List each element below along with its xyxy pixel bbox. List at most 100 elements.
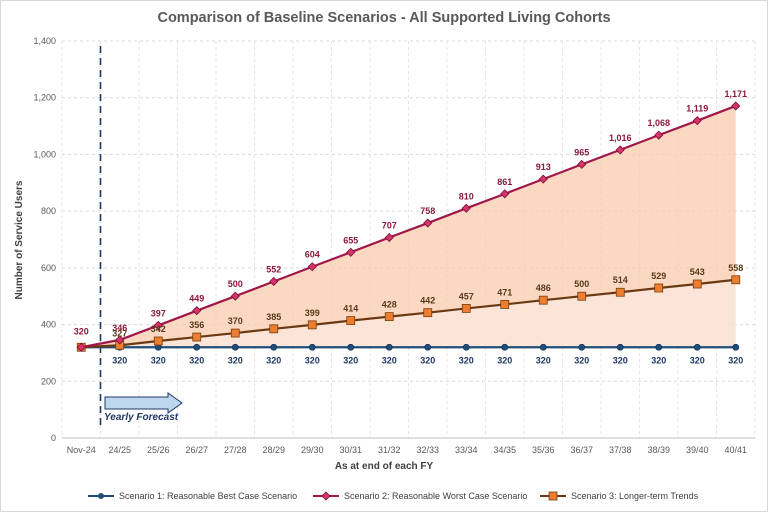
scenario-3-point bbox=[192, 332, 202, 342]
scenario-1-point bbox=[616, 343, 624, 351]
scenario-2-label: 1,016 bbox=[609, 133, 632, 143]
x-tick-label: 26/27 bbox=[185, 445, 208, 455]
scenario-1-label: 320 bbox=[459, 355, 474, 365]
scenario-1-label: 320 bbox=[112, 355, 127, 365]
scenario-2-label: 913 bbox=[536, 162, 551, 172]
x-tick-label: Nov-24 bbox=[67, 445, 96, 455]
scenario-2-label: 346 bbox=[112, 323, 127, 333]
scenario-1-point bbox=[462, 343, 470, 351]
series-line-scenario-3 bbox=[81, 278, 736, 349]
scenario-2-point bbox=[153, 320, 163, 330]
scenario-3-point bbox=[461, 304, 471, 313]
scenario-2-label: 397 bbox=[151, 308, 166, 318]
scenario-1-point bbox=[347, 343, 355, 351]
scenario-2-label: 707 bbox=[382, 221, 397, 231]
y-tick-label: 1,200 bbox=[33, 93, 56, 103]
scenario-2-point bbox=[346, 247, 356, 257]
x-tick-label: 37/38 bbox=[609, 445, 632, 455]
trend-vs-best-band bbox=[81, 279, 736, 348]
series-markers bbox=[76, 101, 741, 352]
legend-label: Scenario 2: Reasonable Worst Case Scenar… bbox=[344, 491, 527, 501]
scenario-2-point bbox=[538, 174, 548, 184]
scenario-1-label: 320 bbox=[574, 355, 589, 365]
scenario-1-label: 320 bbox=[613, 355, 628, 365]
y-tick-label: 1,000 bbox=[33, 149, 56, 159]
legend-circle-icon bbox=[98, 493, 104, 499]
worst-vs-trend-band bbox=[81, 105, 736, 348]
scenario-3-label: 486 bbox=[536, 283, 551, 293]
legend-label: Scenario 3: Longer-term Trends bbox=[571, 491, 699, 501]
scenario-2-label: 965 bbox=[574, 147, 589, 157]
scenario-2-point bbox=[654, 130, 664, 140]
forecast-label: Yearly Forecast bbox=[104, 412, 179, 423]
scenario-3-label: 500 bbox=[574, 279, 589, 289]
y-axis-title: Number of Service Users bbox=[14, 180, 25, 299]
scenario-3-point bbox=[654, 283, 664, 293]
scenario-2-label: 1,171 bbox=[724, 89, 747, 99]
scenario-2-point bbox=[192, 306, 202, 316]
scenario-2-label: 500 bbox=[228, 279, 243, 289]
y-tick-label: 600 bbox=[41, 263, 56, 273]
x-tick-label: 32/33 bbox=[416, 445, 439, 455]
scenario-3-label: 342 bbox=[151, 324, 166, 334]
scenario-2-point bbox=[307, 262, 317, 272]
chart-title: Comparison of Baseline Scenarios - All S… bbox=[157, 10, 610, 26]
legend-diamond-icon bbox=[321, 491, 331, 501]
y-tick-label: 400 bbox=[41, 320, 56, 330]
scenario-3-label: 442 bbox=[420, 296, 435, 306]
scenario-1-label: 320 bbox=[497, 355, 512, 365]
y-tick-label: 200 bbox=[41, 376, 56, 386]
scenario-1-point bbox=[231, 343, 239, 351]
scenario-1-label: 320 bbox=[536, 355, 551, 365]
y-tick-label: 0 bbox=[51, 433, 56, 443]
x-tick-label: 40/41 bbox=[724, 445, 747, 455]
scenario-1-label: 320 bbox=[728, 355, 743, 365]
scenario-2-label: 810 bbox=[459, 191, 474, 201]
scenario-3-point bbox=[384, 312, 394, 322]
scenario-1-point bbox=[385, 343, 393, 351]
scenario-2-label: 552 bbox=[266, 264, 281, 274]
scenario-3-label: 471 bbox=[497, 287, 512, 297]
scenario-2-point bbox=[692, 116, 702, 126]
scenario-3-label: 370 bbox=[228, 316, 243, 326]
scenario-3-point bbox=[577, 291, 587, 301]
scenario-1-point bbox=[308, 343, 316, 351]
forecast-annotation: Yearly Forecast bbox=[104, 392, 183, 423]
x-tick-label: 24/25 bbox=[108, 445, 131, 455]
y-tick-label: 800 bbox=[41, 206, 56, 216]
scenario-2-point bbox=[76, 342, 86, 352]
scenario-2-point bbox=[577, 159, 587, 169]
scenario-1-label: 320 bbox=[343, 355, 358, 365]
scenario-2-label: 655 bbox=[343, 235, 358, 245]
scenario-1-label: 320 bbox=[228, 355, 243, 365]
scenario-1-point bbox=[193, 343, 201, 351]
scenario-3-point bbox=[230, 328, 240, 338]
x-tick-label: 29/30 bbox=[301, 445, 324, 455]
scenario-2-point bbox=[115, 335, 125, 345]
scenario-3-point bbox=[692, 279, 702, 289]
scenario-1-point bbox=[655, 343, 663, 351]
scenario-1-label: 320 bbox=[420, 355, 435, 365]
y-tick-label: 1,400 bbox=[33, 36, 56, 46]
scenario-1-label: 320 bbox=[651, 355, 666, 365]
scenario-1-point bbox=[732, 343, 740, 351]
scenario-2-label: 861 bbox=[497, 177, 512, 187]
scenario-2-point bbox=[269, 276, 279, 287]
scenario-3-point bbox=[615, 287, 625, 297]
scenario-2-point bbox=[500, 189, 510, 199]
scenario-3-point bbox=[423, 308, 433, 318]
x-tick-label: 33/34 bbox=[455, 445, 478, 455]
scenario-3-label: 385 bbox=[266, 312, 281, 322]
legend-square-icon bbox=[548, 491, 558, 501]
x-tick-label: 27/28 bbox=[224, 445, 247, 455]
scenario-3-point bbox=[307, 320, 317, 330]
scenario-3-point bbox=[500, 300, 510, 309]
scenario-1-label: 320 bbox=[266, 355, 281, 365]
scenario-1-point bbox=[270, 343, 278, 351]
scenario-1-label: 320 bbox=[189, 355, 204, 365]
scenario-3-label: 356 bbox=[189, 320, 204, 330]
series-line-scenario-2 bbox=[81, 104, 737, 349]
scenario-2-label: 1,119 bbox=[686, 104, 708, 114]
scenario-1-point bbox=[693, 343, 701, 351]
